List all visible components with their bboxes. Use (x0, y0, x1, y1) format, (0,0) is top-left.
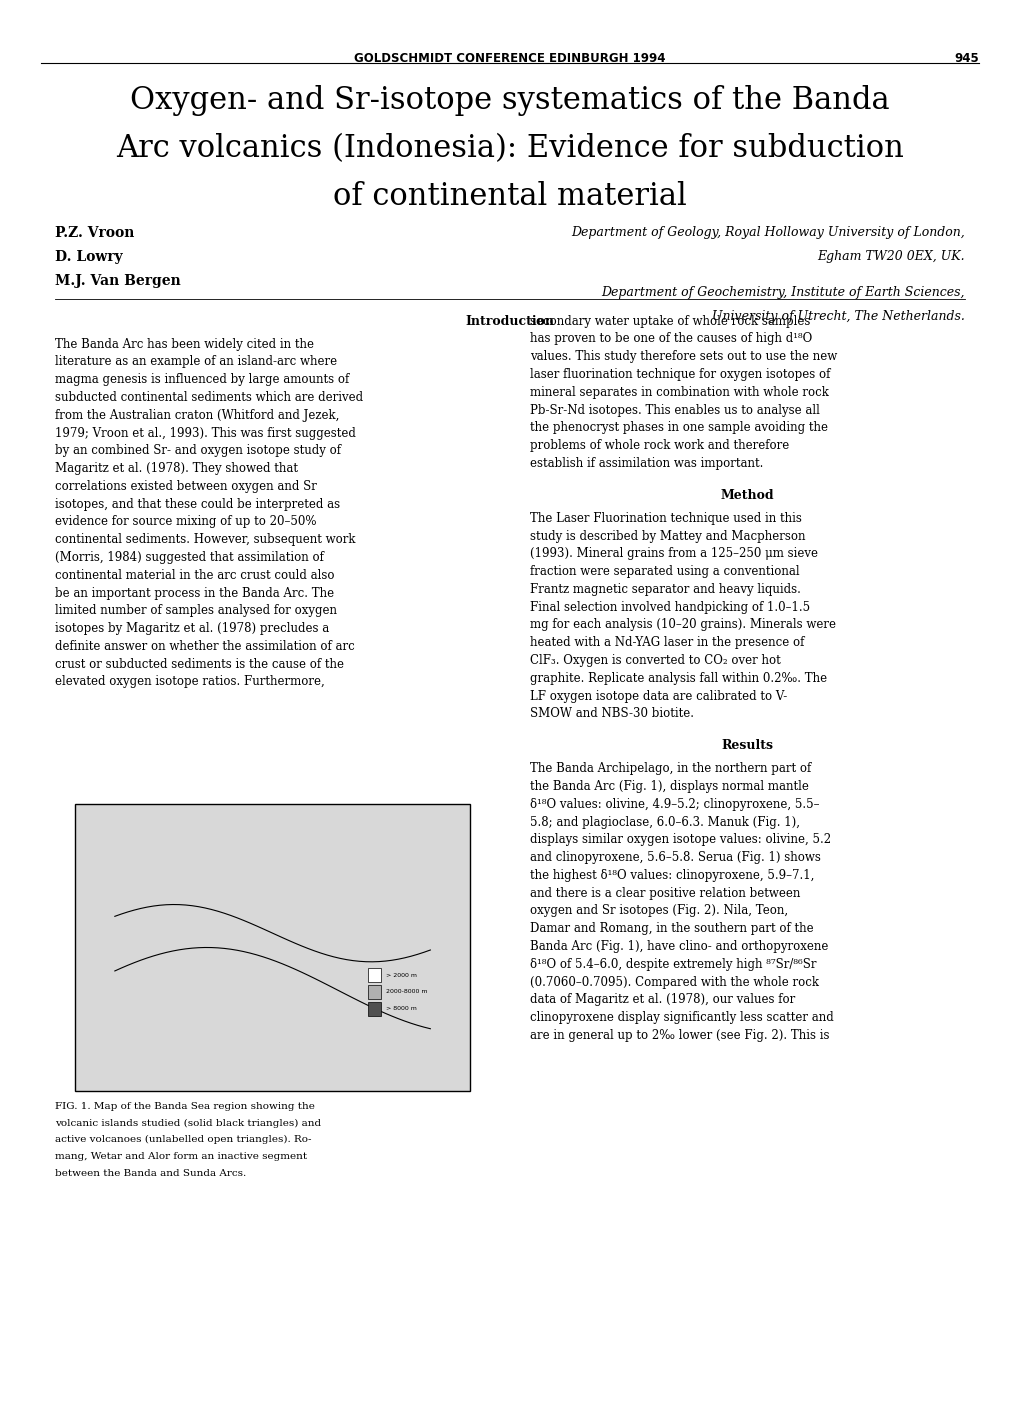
Text: (Morris, 1984) suggested that assimilation of: (Morris, 1984) suggested that assimilati… (55, 550, 324, 564)
Text: Oxygen- and Sr-isotope systematics of the Banda: Oxygen- and Sr-isotope systematics of th… (130, 85, 889, 116)
Text: University of Utrecht, The Netherlands.: University of Utrecht, The Netherlands. (711, 310, 964, 323)
Text: 5.8; and plagioclase, 6.0–6.3. Manuk (Fig. 1),: 5.8; and plagioclase, 6.0–6.3. Manuk (Fi… (530, 816, 799, 828)
Text: between the Banda and Sunda Arcs.: between the Banda and Sunda Arcs. (55, 1168, 246, 1178)
Text: of continental material: of continental material (333, 181, 686, 212)
Text: definite answer on whether the assimilation of arc: definite answer on whether the assimilat… (55, 639, 355, 653)
Text: mg for each analysis (10–20 grains). Minerals were: mg for each analysis (10–20 grains). Min… (530, 618, 836, 632)
Text: > 2000 m: > 2000 m (386, 972, 417, 978)
Text: elevated oxygen isotope ratios. Furthermore,: elevated oxygen isotope ratios. Furtherm… (55, 676, 324, 689)
Text: correlations existed between oxygen and Sr: correlations existed between oxygen and … (55, 480, 317, 492)
Text: The Banda Arc has been widely cited in the: The Banda Arc has been widely cited in t… (55, 337, 314, 351)
Text: mineral separates in combination with whole rock: mineral separates in combination with wh… (530, 385, 828, 399)
Text: Frantz magnetic separator and heavy liquids.: Frantz magnetic separator and heavy liqu… (530, 583, 800, 595)
Text: Arc volcanics (Indonesia): Evidence for subduction: Arc volcanics (Indonesia): Evidence for … (116, 133, 903, 164)
Text: magma genesis is influenced by large amounts of: magma genesis is influenced by large amo… (55, 373, 348, 387)
Text: The Banda Archipelago, in the northern part of: The Banda Archipelago, in the northern p… (530, 762, 810, 775)
Text: has proven to be one of the causes of high d¹⁸O: has proven to be one of the causes of hi… (530, 333, 811, 346)
Text: isotopes, and that these could be interpreted as: isotopes, and that these could be interp… (55, 498, 339, 511)
Text: limited number of samples analysed for oxygen: limited number of samples analysed for o… (55, 604, 336, 618)
Text: and there is a clear positive relation between: and there is a clear positive relation b… (530, 886, 800, 900)
Text: Results: Results (720, 739, 772, 752)
Text: Final selection involved handpicking of 1.0–1.5: Final selection involved handpicking of … (530, 601, 809, 614)
Text: values. This study therefore sets out to use the new: values. This study therefore sets out to… (530, 350, 837, 363)
Text: > 8000 m: > 8000 m (386, 1006, 417, 1012)
Bar (368, 968, 381, 982)
Text: Banda Arc (Fig. 1), have clino- and orthopyroxene: Banda Arc (Fig. 1), have clino- and orth… (530, 940, 827, 952)
Text: Department of Geochemistry, Institute of Earth Sciences,: Department of Geochemistry, Institute of… (601, 285, 964, 299)
Text: 945: 945 (954, 52, 978, 65)
Text: active volcanoes (unlabelled open triangles). Ro-: active volcanoes (unlabelled open triang… (55, 1136, 311, 1144)
Text: establish if assimilation was important.: establish if assimilation was important. (530, 457, 762, 470)
Text: clinopyroxene display significantly less scatter and: clinopyroxene display significantly less… (530, 1012, 833, 1024)
Text: Damar and Romang, in the southern part of the: Damar and Romang, in the southern part o… (530, 923, 813, 935)
Text: problems of whole rock work and therefore: problems of whole rock work and therefor… (530, 439, 789, 452)
Text: M.J. Van Bergen: M.J. Van Bergen (55, 274, 180, 288)
Text: SMOW and NBS-30 biotite.: SMOW and NBS-30 biotite. (530, 707, 693, 721)
Text: from the Australian craton (Whitford and Jezek,: from the Australian craton (Whitford and… (55, 409, 339, 422)
Text: Introduction: Introduction (465, 315, 554, 327)
Text: crust or subducted sediments is the cause of the: crust or subducted sediments is the caus… (55, 658, 343, 670)
Text: data of Magaritz et al. (1978), our values for: data of Magaritz et al. (1978), our valu… (530, 993, 795, 1006)
Text: Magaritz et al. (1978). They showed that: Magaritz et al. (1978). They showed that (55, 461, 298, 476)
Text: the phenocryst phases in one sample avoiding the: the phenocryst phases in one sample avoi… (530, 422, 827, 435)
Text: isotopes by Magaritz et al. (1978) precludes a: isotopes by Magaritz et al. (1978) precl… (55, 622, 329, 635)
Text: heated with a Nd-YAG laser in the presence of: heated with a Nd-YAG laser in the presen… (530, 636, 804, 649)
Text: GOLDSCHMIDT CONFERENCE EDINBURGH 1994: GOLDSCHMIDT CONFERENCE EDINBURGH 1994 (354, 52, 665, 65)
Text: Department of Geology, Royal Holloway University of London,: Department of Geology, Royal Holloway Un… (571, 226, 964, 238)
Text: by an combined Sr- and oxygen isotope study of: by an combined Sr- and oxygen isotope st… (55, 444, 340, 457)
Text: graphite. Replicate analysis fall within 0.2‰. The: graphite. Replicate analysis fall within… (530, 672, 826, 684)
Text: the highest δ¹⁸O values: clinopyroxene, 5.9–7.1,: the highest δ¹⁸O values: clinopyroxene, … (530, 869, 813, 882)
Text: fraction were separated using a conventional: fraction were separated using a conventi… (530, 564, 799, 579)
Text: Method: Method (720, 488, 773, 502)
Text: Egham TW20 0EX, UK.: Egham TW20 0EX, UK. (816, 250, 964, 262)
Text: δ¹⁸O of 5.4–6.0, despite extremely high ⁸⁷Sr/⁸⁶Sr: δ¹⁸O of 5.4–6.0, despite extremely high … (530, 958, 815, 971)
Text: evidence for source mixing of up to 20–50%: evidence for source mixing of up to 20–5… (55, 515, 316, 529)
Bar (368, 1002, 381, 1016)
Text: 2000-8000 m: 2000-8000 m (386, 989, 427, 995)
Text: continental material in the arc crust could also: continental material in the arc crust co… (55, 569, 334, 581)
Text: (1993). Mineral grains from a 125–250 μm sieve: (1993). Mineral grains from a 125–250 μm… (530, 547, 817, 560)
Text: laser fluorination technique for oxygen isotopes of: laser fluorination technique for oxygen … (530, 368, 829, 381)
Text: be an important process in the Banda Arc. The: be an important process in the Banda Arc… (55, 587, 334, 600)
Text: The Laser Fluorination technique used in this: The Laser Fluorination technique used in… (530, 512, 801, 525)
Text: Pb-Sr-Nd isotopes. This enables us to analyse all: Pb-Sr-Nd isotopes. This enables us to an… (530, 404, 819, 416)
Text: study is described by Mattey and Macpherson: study is described by Mattey and Macpher… (530, 529, 805, 543)
Text: are in general up to 2‰ lower (see Fig. 2). This is: are in general up to 2‰ lower (see Fig. … (530, 1029, 828, 1041)
Text: volcanic islands studied (solid black triangles) and: volcanic islands studied (solid black tr… (55, 1119, 321, 1127)
Text: continental sediments. However, subsequent work: continental sediments. However, subseque… (55, 533, 356, 546)
Text: P.Z. Vroon: P.Z. Vroon (55, 226, 135, 240)
Text: LF oxygen isotope data are calibrated to V-: LF oxygen isotope data are calibrated to… (530, 690, 787, 703)
Text: δ¹⁸O values: olivine, 4.9–5.2; clinopyroxene, 5.5–: δ¹⁸O values: olivine, 4.9–5.2; clinopyro… (530, 797, 818, 811)
Text: subducted continental sediments which are derived: subducted continental sediments which ar… (55, 391, 363, 404)
Text: and clinopyroxene, 5.6–5.8. Serua (Fig. 1) shows: and clinopyroxene, 5.6–5.8. Serua (Fig. … (530, 851, 820, 864)
Bar (368, 985, 381, 999)
Text: mang, Wetar and Alor form an inactive segment: mang, Wetar and Alor form an inactive se… (55, 1151, 307, 1161)
Text: (0.7060–0.7095). Compared with the whole rock: (0.7060–0.7095). Compared with the whole… (530, 975, 818, 989)
Text: the Banda Arc (Fig. 1), displays normal mantle: the Banda Arc (Fig. 1), displays normal … (530, 780, 808, 793)
Text: FIG. 1. Map of the Banda Sea region showing the: FIG. 1. Map of the Banda Sea region show… (55, 1102, 315, 1110)
Text: 1979; Vroon et al., 1993). This was first suggested: 1979; Vroon et al., 1993). This was firs… (55, 426, 356, 440)
Bar (75, 804, 470, 1091)
Text: displays similar oxygen isotope values: olivine, 5.2: displays similar oxygen isotope values: … (530, 834, 830, 847)
Text: ClF₃. Oxygen is converted to CO₂ over hot: ClF₃. Oxygen is converted to CO₂ over ho… (530, 653, 780, 667)
Text: secondary water uptake of whole rock samples: secondary water uptake of whole rock sam… (530, 315, 809, 327)
Text: D. Lowry: D. Lowry (55, 250, 122, 264)
Text: oxygen and Sr isotopes (Fig. 2). Nila, Teon,: oxygen and Sr isotopes (Fig. 2). Nila, T… (530, 904, 788, 917)
Text: literature as an example of an island-arc where: literature as an example of an island-ar… (55, 356, 337, 368)
